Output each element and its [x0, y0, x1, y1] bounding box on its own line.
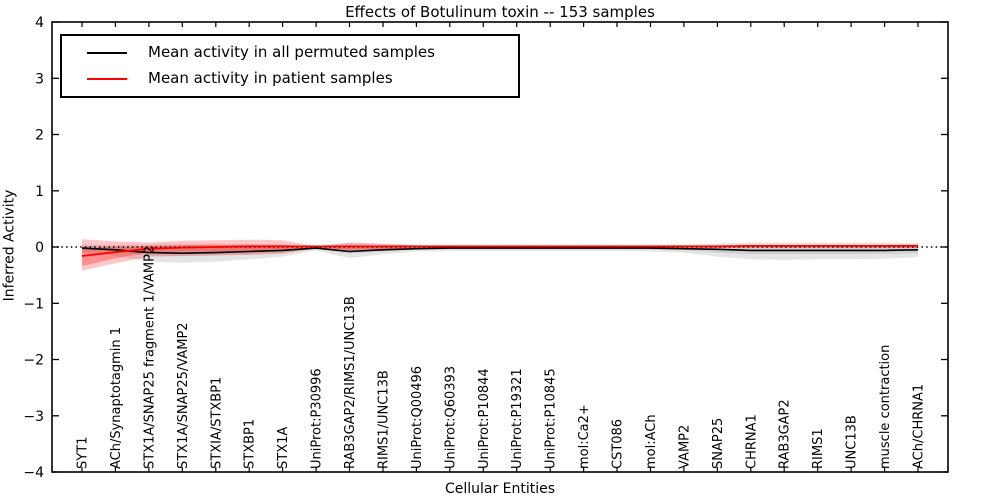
x-tick-label: UNC13B	[845, 415, 860, 469]
patient-mean-line	[81, 244, 918, 257]
y-tick-label: 1	[35, 184, 44, 200]
legend: Mean activity in all permuted samples Me…	[60, 34, 520, 98]
x-tick-label: CST086	[611, 419, 626, 469]
permuted-mean-line	[81, 247, 919, 255]
x-tick-label: ACh/Synaptotagmin 1	[109, 327, 124, 469]
y-tick-label: 3	[35, 71, 44, 87]
legend-label-patient: Mean activity in patient samples	[148, 69, 393, 87]
x-axis-label: Cellular Entities	[444, 481, 556, 497]
x-tick-label: STX1A/SNAP25/VAMP2	[176, 322, 191, 469]
x-tick-label: VAMP2	[677, 425, 692, 469]
y-tick-label: 4	[35, 15, 44, 31]
x-tick-label: RAB3GAP2	[778, 399, 793, 469]
y-tick-label: −2	[23, 353, 44, 369]
x-tick-label: UniProt:P30996	[310, 368, 325, 469]
y-tick-label: −1	[23, 296, 44, 312]
y-tick-label: −3	[23, 409, 44, 425]
x-tick-label: STXIA/STXBP1	[209, 377, 224, 469]
y-tick-label: 2	[35, 128, 44, 144]
y-tick-label: −4	[23, 465, 44, 481]
x-tick-label: UniProt:Q60393	[443, 366, 458, 469]
x-tick-label: mol:ACh	[644, 414, 659, 469]
x-tick-label: mol:Ca2+	[577, 404, 592, 469]
legend-item-permuted: Mean activity in all permuted samples	[72, 43, 508, 62]
x-tick-label: SYT1	[76, 437, 91, 469]
x-tick-label: UniProt:P10845	[544, 368, 559, 469]
x-tick-label: SNAP25	[711, 418, 726, 469]
x-tick-label: muscle contraction	[878, 345, 893, 469]
x-tick-label: ACh/CHRNA1	[912, 384, 927, 469]
x-tick-label: UniProt:P19321	[510, 368, 525, 469]
permuted-sample-inner-range-band	[82, 245, 918, 256]
legend-label-permuted: Mean activity in all permuted samples	[148, 43, 435, 61]
x-tick-label: STXBP1	[243, 419, 258, 469]
x-tick-label: UniProt:P10844	[477, 368, 492, 469]
permuted-sample-range-band	[82, 242, 918, 263]
y-tick-label: 0	[35, 240, 44, 256]
x-tick-label: RIMS1/UNC13B	[377, 370, 392, 469]
x-tick-label: RAB3GAP2/RIMS1/UNC13B	[343, 296, 358, 469]
x-tick-label: RIMS1	[811, 428, 826, 469]
x-tick-label: STX1A/SNAP25 fragment 1/VAMP2	[142, 246, 157, 469]
x-tick-label: STX1A	[276, 427, 291, 469]
patient-line-sample-icon	[87, 77, 127, 80]
legend-item-patient: Mean activity in patient samples	[72, 69, 508, 88]
chart-title: Effects of Botulinum toxin -- 153 sample…	[345, 3, 655, 21]
x-tick-label: CHRNA1	[744, 414, 759, 469]
x-tick-label: UniProt:Q00496	[410, 366, 425, 469]
permuted-line-sample-icon	[87, 51, 127, 54]
